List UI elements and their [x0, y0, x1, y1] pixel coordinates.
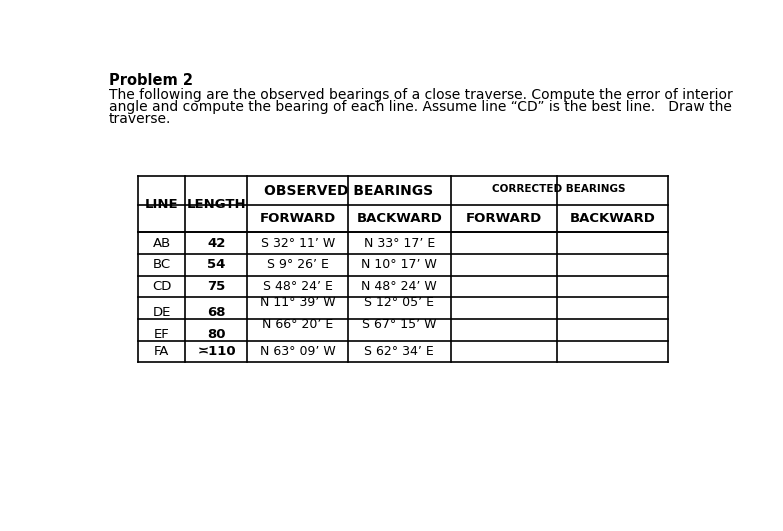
Text: EF: EF	[154, 328, 170, 341]
Text: BACKWARD: BACKWARD	[569, 212, 655, 225]
Text: FORWARD: FORWARD	[466, 212, 542, 225]
Text: LENGTH: LENGTH	[186, 198, 247, 211]
Text: N 11° 39’ W: N 11° 39’ W	[260, 296, 336, 310]
Text: BC: BC	[153, 259, 171, 271]
Text: 68: 68	[207, 306, 226, 319]
Text: angle and compute the bearing of each line. Assume line “CD” is the best line.  : angle and compute the bearing of each li…	[109, 100, 731, 114]
Text: AB: AB	[153, 237, 171, 250]
Text: S 32° 11’ W: S 32° 11’ W	[261, 237, 335, 250]
Text: DE: DE	[153, 306, 171, 319]
Text: LINE: LINE	[145, 198, 179, 211]
Text: ≍110: ≍110	[197, 345, 236, 358]
Text: S 67° 15’ W: S 67° 15’ W	[362, 318, 437, 331]
Text: N 63° 09’ W: N 63° 09’ W	[260, 345, 336, 358]
Text: CD: CD	[152, 280, 171, 293]
Text: FA: FA	[154, 345, 169, 358]
Text: S 48° 24’ E: S 48° 24’ E	[263, 280, 333, 293]
Text: N 10° 17’ W: N 10° 17’ W	[362, 259, 437, 271]
Text: 75: 75	[207, 280, 226, 293]
Text: N 48° 24’ W: N 48° 24’ W	[362, 280, 437, 293]
Text: BACKWARD: BACKWARD	[356, 212, 442, 225]
Text: N 66° 20’ E: N 66° 20’ E	[262, 318, 334, 331]
Text: S 12° 05’ E: S 12° 05’ E	[364, 296, 435, 310]
Text: traverse.: traverse.	[109, 112, 171, 126]
Text: The following are the observed bearings of a close traverse. Compute the error o: The following are the observed bearings …	[109, 88, 732, 101]
Text: FORWARD: FORWARD	[260, 212, 336, 225]
Text: 42: 42	[207, 237, 226, 250]
Text: S 9° 26’ E: S 9° 26’ E	[267, 259, 329, 271]
Text: S 62° 34’ E: S 62° 34’ E	[364, 345, 435, 358]
Text: OBSERVED BEARINGS: OBSERVED BEARINGS	[265, 184, 434, 198]
Text: Problem 2: Problem 2	[109, 73, 193, 88]
Text: CORRECTED BEARINGS: CORRECTED BEARINGS	[493, 184, 626, 194]
Text: N 33° 17’ E: N 33° 17’ E	[364, 237, 435, 250]
Text: 80: 80	[207, 328, 226, 341]
Text: 54: 54	[207, 259, 226, 271]
